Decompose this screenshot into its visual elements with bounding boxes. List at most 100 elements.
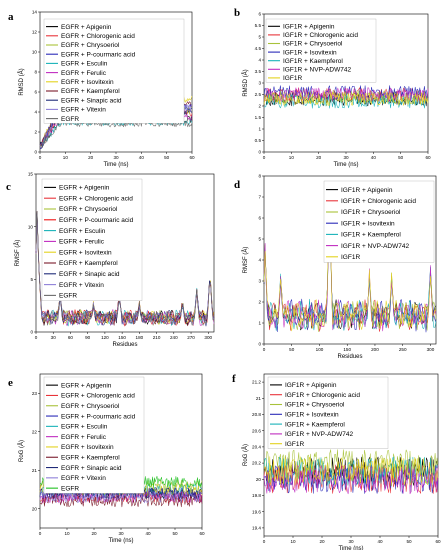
series-group — [35, 210, 215, 327]
x-tick-label: 10 — [64, 531, 70, 536]
y-tick-label: 2 — [34, 130, 37, 135]
chart-panel-d: d 0 50 100 150 200 250 300 0 1 2 3 4 5 6 7 8 Residues RMSF… — [234, 174, 437, 360]
y-tick-label: 20 — [32, 506, 38, 511]
legend-label: IGF1R + Chrysoeriol — [341, 209, 401, 216]
legend-label: EGFR + P-courmaric acid — [61, 413, 136, 420]
legend-box — [43, 376, 145, 494]
x-tick-label: 50 — [289, 347, 295, 352]
y-tick-label: 23 — [32, 391, 38, 396]
y-tick-label: 0 — [34, 150, 37, 155]
legend-label: EGFR — [61, 116, 79, 123]
y-tick-label: 19.6 — [252, 509, 261, 514]
x-tick-label: 60 — [68, 335, 74, 340]
panel-letter-c: c — [6, 181, 11, 193]
legend-label: EGFR + Apigenin — [61, 24, 112, 31]
series-line — [263, 456, 439, 486]
legend-label: EGFR + Apigenin — [59, 185, 110, 192]
x-tick-label: 270 — [187, 335, 195, 340]
y-tick-label: 19.8 — [252, 493, 261, 498]
legend-label: EGFR + Kaempferol — [61, 88, 120, 95]
legend-label: IGF1R + Kaempferol — [285, 421, 345, 428]
legend: EGFR + Apigenin EGFR + Chlorogenic acid EG… — [43, 376, 145, 494]
legend-label: EGFR + Chrysoeriol — [61, 42, 120, 49]
y-tick-label: 0.5 — [255, 138, 262, 143]
x-axis-title: Time (ns) — [103, 162, 128, 168]
legend-label: EGFR + Vitexin — [59, 282, 104, 289]
x-axis-title: Time (ns) — [108, 538, 133, 544]
x-tick-label: 0 — [35, 335, 38, 340]
x-tick-label: 0 — [263, 347, 266, 352]
y-tick-label: 0 — [258, 150, 261, 155]
chart-panel-c: c 0 30 60 90 120 150 180 210 240 270 300 0 5 10 15 Resid… — [6, 172, 215, 348]
legend: EGFR + Apigenin EGFR + Chlorogenic acid EG… — [41, 178, 143, 301]
series-line — [263, 91, 429, 107]
chart-panel-e: e 0 10 20 30 40 50 60 20 21 22 23 Time (ns) RoG (Å) EG… — [8, 373, 205, 544]
legend-label: IGF1R + NVP-ADW742 — [341, 243, 409, 250]
y-tick-label: 20.8 — [252, 412, 261, 417]
series-line — [263, 198, 437, 332]
legend-label: EGFR + Esculin — [61, 61, 108, 68]
legend-box — [265, 18, 377, 83]
series-line — [263, 456, 439, 486]
x-tick-label: 60 — [199, 531, 205, 536]
series-line — [263, 87, 429, 102]
legend-label: EGFR + P-courmaric acid — [61, 51, 136, 58]
chart-panel-b: b 0 10 20 30 40 50 60 0 0.5 1 1.5 2 2.5 3 3.5 4 4.5 5 5.5 6 T… — [234, 7, 431, 168]
y-axis-title: RoG (Å) — [18, 440, 25, 462]
y-tick-label: 20.2 — [252, 461, 261, 466]
x-tick-label: 300 — [204, 335, 212, 340]
y-tick-label: 8 — [258, 174, 261, 179]
x-tick-label: 0 — [39, 155, 42, 160]
y-tick-label: 5.5 — [255, 23, 262, 28]
y-tick-label: 4.5 — [255, 46, 262, 51]
legend-label: EGFR + Isovitexin — [59, 249, 112, 256]
y-tick-label: 22 — [32, 429, 38, 434]
series-line — [39, 491, 203, 504]
series-line — [263, 85, 429, 100]
legend-label: EGFR + Apigenin — [61, 382, 112, 389]
x-tick-label: 40 — [377, 539, 383, 544]
y-tick-label: 2.5 — [255, 92, 262, 97]
legend-label: IGF1R + Chlorogenic acid — [283, 32, 358, 39]
legend-label: EGFR + Isovitexin — [61, 79, 114, 86]
x-tick-label: 250 — [399, 347, 407, 352]
series-line — [263, 456, 439, 486]
y-tick-label: 5 — [30, 277, 33, 282]
y-tick-label: 20.4 — [252, 445, 261, 450]
x-tick-label: 10 — [63, 155, 69, 160]
x-tick-label: 0 — [263, 155, 266, 160]
x-axis-title: Time (ns) — [333, 162, 358, 168]
legend-label: IGF1R — [285, 441, 304, 448]
x-tick-label: 50 — [398, 155, 404, 160]
x-tick-label: 20 — [88, 155, 94, 160]
panel-letter-b: b — [234, 7, 240, 19]
x-tick-label: 40 — [371, 155, 377, 160]
series-line — [263, 91, 429, 106]
legend-label: EGFR — [59, 293, 77, 300]
y-tick-label: 4 — [258, 258, 261, 263]
legend-label: EGFR — [61, 485, 79, 492]
legend-box — [267, 376, 389, 449]
legend-label: EGFR + Chrysoeriol — [61, 403, 120, 410]
chart-panel-a: a 0 10 20 30 40 50 60 0 2 4 6 8 10 12 14 Time (ns) RMSD (… — [8, 10, 195, 168]
x-tick-label: 20 — [319, 539, 325, 544]
x-axis-title: Time (ns) — [338, 546, 363, 550]
legend-label: EGFR + Kaempferol — [61, 454, 120, 461]
x-tick-label: 30 — [118, 531, 124, 536]
legend-label: IGF1R + Apigenin — [341, 187, 393, 194]
y-tick-label: 15 — [28, 172, 34, 177]
legend-label: EGFR + Vitexin — [61, 107, 106, 114]
x-tick-label: 90 — [85, 335, 91, 340]
x-tick-label: 50 — [406, 539, 412, 544]
x-tick-label: 20 — [316, 155, 322, 160]
legend-label: IGF1R + Kaempferol — [341, 232, 401, 239]
y-tick-label: 20 — [256, 477, 262, 482]
legend-label: EGFR + Ferulic — [59, 239, 105, 246]
legend-label: EGFR + Sinapic acid — [61, 97, 122, 104]
series-line — [35, 215, 215, 326]
legend-label: EGFR + Chrysoeriol — [59, 206, 118, 213]
x-tick-label: 200 — [371, 347, 379, 352]
y-tick-label: 21.2 — [252, 380, 261, 385]
y-tick-label: 21 — [256, 396, 262, 401]
